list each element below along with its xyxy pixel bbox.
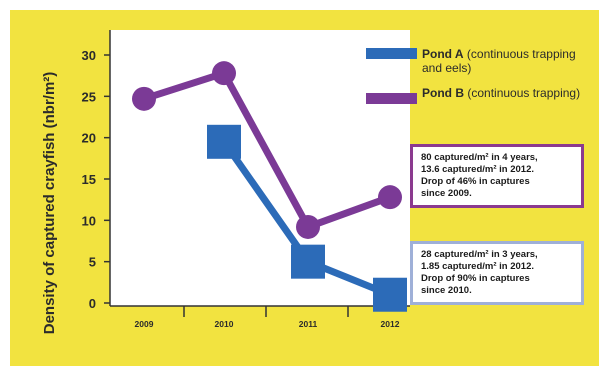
y-tick-label: 30 [82, 48, 96, 63]
y-tick-label: 5 [89, 255, 96, 270]
legend-pond-b-swatch [366, 93, 417, 104]
x-tick-label: 2010 [215, 319, 234, 329]
pond-a-data-point [373, 277, 407, 312]
annotation-pond-b-line: since 2009. [421, 188, 472, 199]
pond-a-data-point [207, 124, 241, 159]
annotation-pond-b-line: Drop of 46% in captures [421, 176, 530, 187]
legend-pond-a-label: Pond A (continuous trapping and eels) [422, 47, 597, 75]
pond-b-data-point [132, 86, 156, 111]
x-tick-label: 2011 [299, 319, 318, 329]
x-tick-label: 2009 [135, 319, 154, 329]
x-tick-label: 2012 [381, 319, 400, 329]
legend-pond-b-detail: (continuous trapping) [467, 86, 581, 100]
y-tick-label: 20 [82, 131, 96, 146]
legend-pond-a-detail: (continuous trapping and eels) [422, 47, 576, 75]
pond-b-data-point [378, 185, 402, 210]
chart-svg: 0 5 10 15 20 25 30 2009 2010 2011 2012 Density of … [41, 30, 417, 335]
pond-a-data-point [291, 244, 325, 279]
legend-pond-b-name: Pond B [422, 86, 464, 100]
annotation-pond-b-line: 80 captured/m² in 4 years, [421, 152, 538, 163]
plot-area [110, 30, 410, 306]
legend-pond-a-swatch [366, 48, 417, 59]
legend-pond-b-label: Pond B (continuous trapping) [422, 86, 597, 100]
annotation-pond-a-line: Drop of 90% in captures [421, 273, 530, 284]
y-axis-label: Density of captured crayfish (nbr/m²) [41, 72, 58, 335]
pond-b-data-point [296, 214, 320, 239]
annotation-pond-a-line: 1.85 captured/m² in 2012. [421, 261, 534, 272]
pond-b-series-line [140, 69, 394, 231]
annotation-pond-b-line: 13.6 captured/m² in 2012. [421, 164, 534, 175]
legend-pond-a-name: Pond A [422, 47, 464, 61]
y-tick-label: 25 [82, 89, 96, 104]
y-tick-label: 10 [82, 213, 96, 228]
annotation-pond-a-line: since 2010. [421, 285, 472, 296]
pond-b-data-point [212, 61, 236, 86]
y-tick-label: 0 [89, 296, 96, 311]
annotation-pond-b: 80 captured/m² in 4 years, 13.6 captured… [410, 144, 584, 208]
y-tick-label: 15 [82, 172, 96, 187]
annotation-pond-a-line: 28 captured/m² in 3 years, [421, 249, 538, 260]
annotation-pond-a: 28 captured/m² in 3 years, 1.85 captured… [410, 241, 584, 305]
chart-frame: 0 5 10 15 20 25 30 2009 2010 2011 2012 Density of … [10, 10, 599, 366]
